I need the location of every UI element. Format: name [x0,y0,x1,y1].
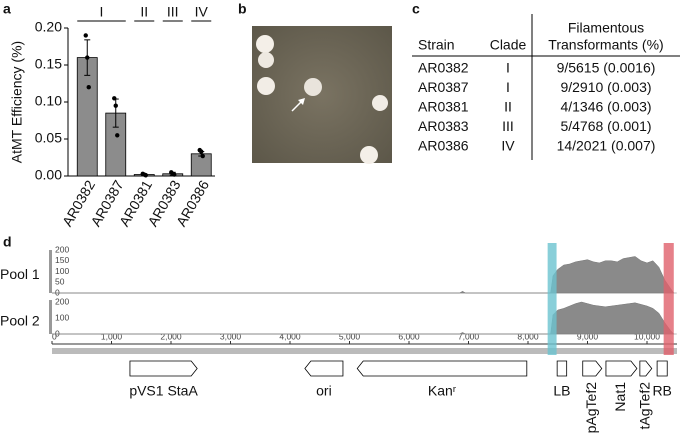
panel-label: d [3,234,12,250]
feature-label: Kanʳ [428,383,457,399]
table-cell: AR0387 [418,79,469,95]
data-point [200,153,205,159]
x-tick-label: 7,000 [458,331,480,341]
coverage-area [52,301,675,335]
table-cell: III [502,118,514,134]
coverage-area [52,256,675,294]
table-header: Strain [418,37,455,53]
x-tick-label: 5,000 [339,331,361,341]
panel-label: b [238,1,247,17]
y-tick-label: 0.05 [35,130,62,146]
table-cell: AR0383 [418,118,469,134]
x-tick-label: 8,000 [517,331,539,341]
ruler-bar [52,348,677,354]
highlight [547,243,557,355]
table-header: Filamentous [568,20,644,36]
table-cell: I [506,79,510,95]
x-tick-label: 4,000 [279,331,301,341]
table-cell: IV [501,138,515,154]
table-cell: AR0382 [418,60,469,76]
series-label: Pool 1 [0,266,40,282]
feature [639,360,653,377]
clade-label: I [100,4,104,20]
data-point [83,33,88,38]
data-point [199,149,204,154]
panel-label: a [3,1,11,17]
axis-bar [49,300,52,334]
y-tick-label: 0.15 [35,56,62,72]
panel-label: c [412,1,420,17]
y-axis-label: AtMT Efficiency (%) [9,41,25,163]
data-point [143,173,148,178]
y-tick-label: 200 [55,296,69,306]
axis-bar [49,250,52,293]
data-point [113,103,118,108]
table-cell: 5/4768 (0.001) [560,118,651,134]
table-cell: 9/2910 (0.003) [560,79,651,95]
highlight [663,243,674,355]
table-cell: AR0386 [418,138,469,154]
x-tick-label: 10,000 [634,331,660,341]
y-tick-label: 0 [55,328,60,338]
y-tick-label: 200 [55,244,69,254]
feature-label: pVS1 StaA [129,383,198,399]
feature-label: LB [553,383,570,399]
feature-label: pAgTef2 [583,382,599,434]
table-cell: 14/2021 (0.007) [557,138,656,154]
table-cell: 9/5615 (0.0016) [557,60,656,76]
table-cell: AR0381 [418,99,469,115]
table-header: Clade [490,37,527,53]
y-tick-label: 0.20 [35,19,62,35]
y-tick-label: 100 [55,266,69,276]
y-tick-label: 100 [55,312,69,322]
feature-label: tAgTef2 [637,382,653,430]
table-cell: II [504,99,512,115]
x-tick-label: 0 [52,331,57,341]
feature [605,360,638,377]
feature [656,360,668,377]
series-label: Pool 2 [0,313,40,329]
feature [556,360,568,377]
x-tick-label: 6,000 [398,331,420,341]
data-point [172,172,177,177]
feature-label: ori [316,383,332,399]
feature [582,360,603,377]
feature-label: RB [652,383,671,399]
x-tick-label: 3,000 [220,331,242,341]
feature [304,360,344,377]
y-tick-label: 150 [55,255,69,265]
table-cell: 4/1346 (0.003) [560,99,651,115]
x-tick-label: 1,000 [101,331,123,341]
y-tick-label: 0.10 [35,93,62,109]
x-tick-label: 9,000 [577,331,599,341]
y-tick-label: 0.00 [35,167,62,183]
feature [356,360,528,377]
y-tick-label: 0 [55,287,60,297]
data-point [112,96,117,101]
y-tick-label: 50 [55,277,65,287]
colony-photo [252,26,392,164]
data-point [86,85,91,90]
clade-label: IV [195,4,209,20]
feature-label: Nat1 [612,382,628,412]
table-header: Transformants (%) [548,37,663,53]
data-point [115,133,120,138]
table-cell: I [506,60,510,76]
clade-label: III [167,4,179,20]
data-point [85,55,90,60]
x-tick-label: 2,000 [160,331,182,341]
feature [129,360,198,377]
clade-label: II [140,4,148,20]
